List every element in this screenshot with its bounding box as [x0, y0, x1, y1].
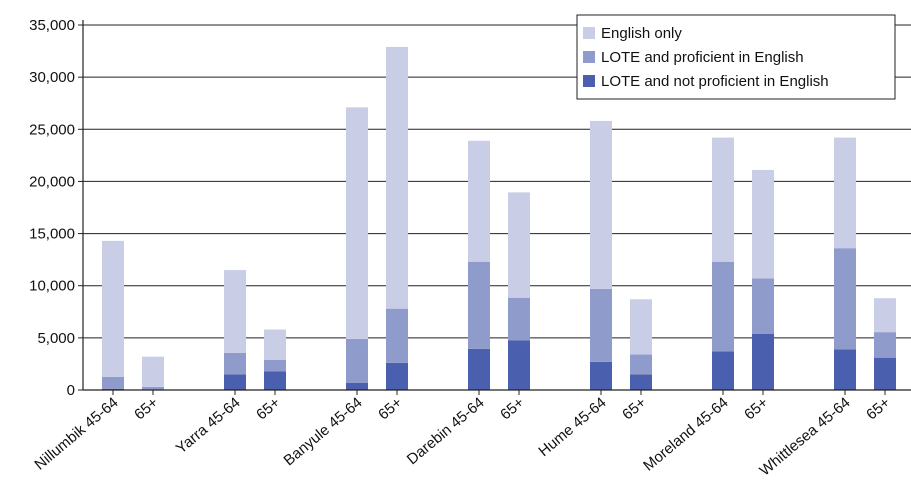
x-tick-label: 65+ — [863, 394, 894, 424]
bar-segment — [386, 46, 408, 309]
legend-label: LOTE and not proficient in English — [601, 73, 829, 90]
bar-segment — [630, 299, 652, 355]
bar-segment — [346, 107, 368, 339]
x-tick-label: Yarra 45-64 — [173, 394, 244, 457]
axes — [82, 20, 911, 391]
x-tick-label: 65+ — [497, 394, 528, 424]
bar-segment — [468, 348, 490, 390]
bar-segment — [712, 137, 734, 262]
bar-segment — [712, 351, 734, 390]
bar-segment — [630, 354, 652, 375]
x-tick-label: Nillumbik 45-64 — [31, 394, 121, 473]
bar-segment — [142, 356, 164, 387]
bar-segment — [834, 248, 856, 350]
bars — [102, 46, 896, 390]
y-tick-label: 25,000 — [29, 121, 75, 138]
bar-segment — [264, 371, 286, 390]
legend: English only LOTE and proficient in Engli… — [576, 14, 896, 100]
bar-segment — [590, 361, 612, 390]
gridlines — [83, 24, 911, 339]
bar-segment — [834, 137, 856, 249]
y-tick-label: 10,000 — [29, 278, 75, 295]
bar-segment — [468, 140, 490, 262]
bar-segment — [224, 374, 246, 390]
bar-segment — [102, 240, 124, 377]
x-tick-label: 65+ — [253, 394, 284, 424]
bar-segment — [264, 329, 286, 360]
x-axis-labels: Nillumbik 45-64 65+ Yarra 45-64 65+Banyule … — [31, 390, 894, 479]
legend-swatch — [583, 75, 595, 87]
bar-segment — [874, 298, 896, 333]
bar-segment — [590, 288, 612, 362]
y-tick-label: 0 — [67, 382, 75, 399]
bar-segment — [590, 120, 612, 289]
bar-segment — [386, 362, 408, 390]
bar-segment — [752, 333, 774, 390]
x-tick-label: Banyule 45-64 — [281, 394, 366, 469]
bar-segment — [102, 376, 124, 389]
y-tick-label: 5,000 — [37, 330, 75, 347]
legend-swatch — [583, 51, 595, 63]
x-tick-label: 65+ — [131, 394, 162, 424]
bar-segment — [346, 382, 368, 390]
y-tick-label: 30,000 — [29, 69, 75, 86]
x-tick-label: Darebin 45-64 — [404, 394, 488, 468]
x-tick-label: 65+ — [375, 394, 406, 424]
bar-segment — [874, 332, 896, 358]
legend-swatch — [583, 27, 595, 39]
legend-label: English only — [601, 25, 682, 42]
bar-segment — [264, 359, 286, 372]
bar-segment — [630, 374, 652, 390]
bar-segment — [224, 270, 246, 353]
bar-segment — [508, 192, 530, 298]
bar-segment — [712, 261, 734, 352]
bar-segment — [386, 308, 408, 363]
bar-segment — [508, 297, 530, 341]
y-axis-ticks: 0 5,000 10,000 15,000 20,000 25,000 30,000 35,0… — [29, 17, 83, 399]
legend-box — [576, 14, 896, 100]
x-tick-label: Hume 45-64 — [535, 394, 609, 460]
bar-segment — [834, 349, 856, 390]
x-tick-label: Moreland 45-64 — [640, 394, 731, 475]
bar-segment — [346, 338, 368, 383]
bar-segment — [508, 340, 530, 390]
x-tick-label: 65+ — [741, 394, 772, 424]
y-tick-label: 35,000 — [29, 17, 75, 34]
y-tick-label: 20,000 — [29, 173, 75, 190]
y-tick-label: 15,000 — [29, 226, 75, 243]
bar-segment — [468, 261, 490, 349]
bar-segment — [224, 352, 246, 375]
legend-label: LOTE and proficient in English — [601, 49, 804, 66]
bar-segment — [752, 169, 774, 279]
bar-segment — [142, 386, 164, 390]
bar-segment — [752, 278, 774, 334]
bar-segment — [874, 357, 896, 390]
x-tick-label: 65+ — [619, 394, 650, 424]
